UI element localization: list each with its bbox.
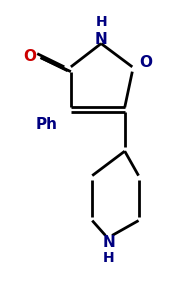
Text: H: H [103, 251, 115, 265]
Text: O: O [139, 55, 152, 70]
Text: N: N [102, 235, 115, 250]
Text: Ph: Ph [35, 117, 57, 132]
Text: H: H [95, 15, 107, 30]
Text: O: O [23, 49, 36, 64]
Text: N: N [95, 32, 108, 47]
